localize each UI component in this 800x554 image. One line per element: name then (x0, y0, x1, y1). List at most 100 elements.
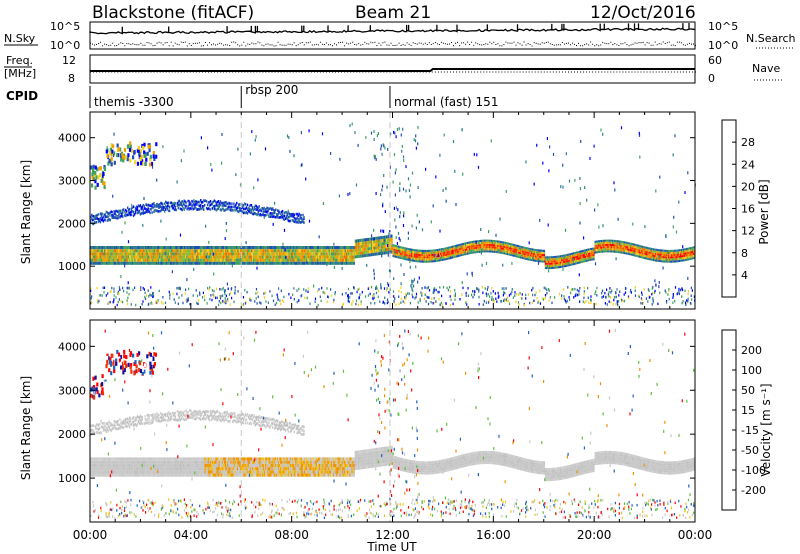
power-pixel (523, 303, 525, 307)
power-pixel (413, 278, 415, 282)
power-pixel (224, 249, 226, 253)
power-pixel (396, 256, 399, 259)
power-pixel (461, 245, 463, 248)
power-pixel (643, 250, 645, 253)
power-pixel (330, 294, 332, 297)
power-pixel (645, 253, 647, 256)
power-pixel (289, 214, 292, 218)
power-pixel (472, 245, 474, 248)
power-pixel (610, 250, 612, 253)
power-pixel (556, 264, 558, 267)
power-pixel (186, 261, 188, 265)
power-pixel (140, 261, 143, 265)
power-pixel (233, 300, 235, 304)
power-pixel (97, 220, 100, 224)
power-pixel (254, 255, 256, 259)
power-pixel (420, 251, 422, 254)
power-pixel (543, 254, 546, 257)
power-pixel (256, 249, 258, 253)
power-pixel (549, 264, 551, 267)
power-pixel (259, 208, 261, 211)
power-pixel (630, 253, 632, 256)
power-pixel (487, 239, 489, 242)
power-pixel (182, 246, 185, 250)
power-pixel (657, 259, 659, 262)
power-pixel (286, 217, 289, 221)
power-pixel (222, 261, 225, 265)
power-pixel (241, 255, 243, 259)
power-pixel (560, 261, 562, 264)
power-pixel (656, 259, 658, 262)
power-pixel (209, 200, 212, 203)
power-pixel (687, 289, 689, 293)
power-pixel (311, 252, 313, 256)
power-pixel (254, 258, 256, 262)
power-pixel (651, 256, 654, 259)
power-pixel (664, 260, 666, 263)
power-pixel (211, 289, 213, 292)
power-pixel (332, 255, 334, 259)
power-pixel (175, 208, 178, 212)
power-pixel (90, 246, 92, 250)
power-pixel (152, 150, 155, 155)
power-pixel (195, 202, 197, 206)
power-pixel (406, 258, 408, 261)
power-pixel (625, 287, 627, 290)
power-pixel (274, 255, 276, 259)
power-pixel (440, 254, 442, 257)
power-pixel (531, 248, 534, 251)
power-pixel (625, 248, 628, 251)
power-pixel (585, 255, 588, 258)
power-pixel (455, 247, 457, 250)
power-pixel (306, 255, 308, 259)
power-pixel (158, 246, 160, 250)
power-pixel (426, 258, 428, 261)
power-pixel (253, 261, 255, 265)
power-pixel (619, 246, 621, 249)
power-pixel (399, 254, 401, 257)
power-pixel (532, 250, 535, 253)
power-pixel (281, 261, 283, 265)
power-pixel (513, 248, 515, 251)
power-pixel (274, 261, 276, 265)
power-pixel (565, 258, 567, 261)
power-pixel (544, 260, 547, 263)
power-pixel (231, 246, 233, 250)
power-pixel (616, 246, 618, 249)
power-pixel (443, 249, 445, 252)
power-pixel (91, 301, 93, 304)
power-pixel (307, 261, 309, 265)
power-pixel (288, 258, 291, 262)
power-pixel (649, 247, 651, 250)
power-pixel (187, 249, 189, 253)
power-pixel (384, 302, 386, 305)
power-pixel (381, 239, 383, 243)
power-pixel (545, 262, 548, 265)
power-pixel (302, 213, 304, 217)
power-pixel (297, 258, 299, 262)
power-pixel (550, 258, 552, 261)
power-pixel (284, 252, 286, 256)
power-pixel (280, 302, 282, 306)
power-pixel (142, 246, 145, 250)
power-pixel (428, 289, 431, 292)
power-pixel (692, 248, 695, 251)
power-pixel (151, 211, 153, 214)
power-pixel (376, 287, 378, 290)
power-pixel (595, 303, 597, 306)
power-pixel (582, 251, 584, 254)
power-pixel (548, 262, 550, 265)
power-pixel (299, 221, 301, 224)
power-pixel (135, 205, 138, 209)
power-pixel (602, 250, 604, 253)
power-pixel (537, 253, 539, 256)
power-pixel (266, 252, 268, 256)
power-pixel (362, 248, 364, 252)
power-pixel (292, 252, 294, 256)
power-pixel (118, 214, 120, 218)
power-pixel (673, 254, 675, 257)
power-pixel (139, 255, 141, 259)
power-pixel (646, 246, 648, 249)
power-pixel (447, 248, 449, 251)
power-pixel (323, 255, 325, 259)
